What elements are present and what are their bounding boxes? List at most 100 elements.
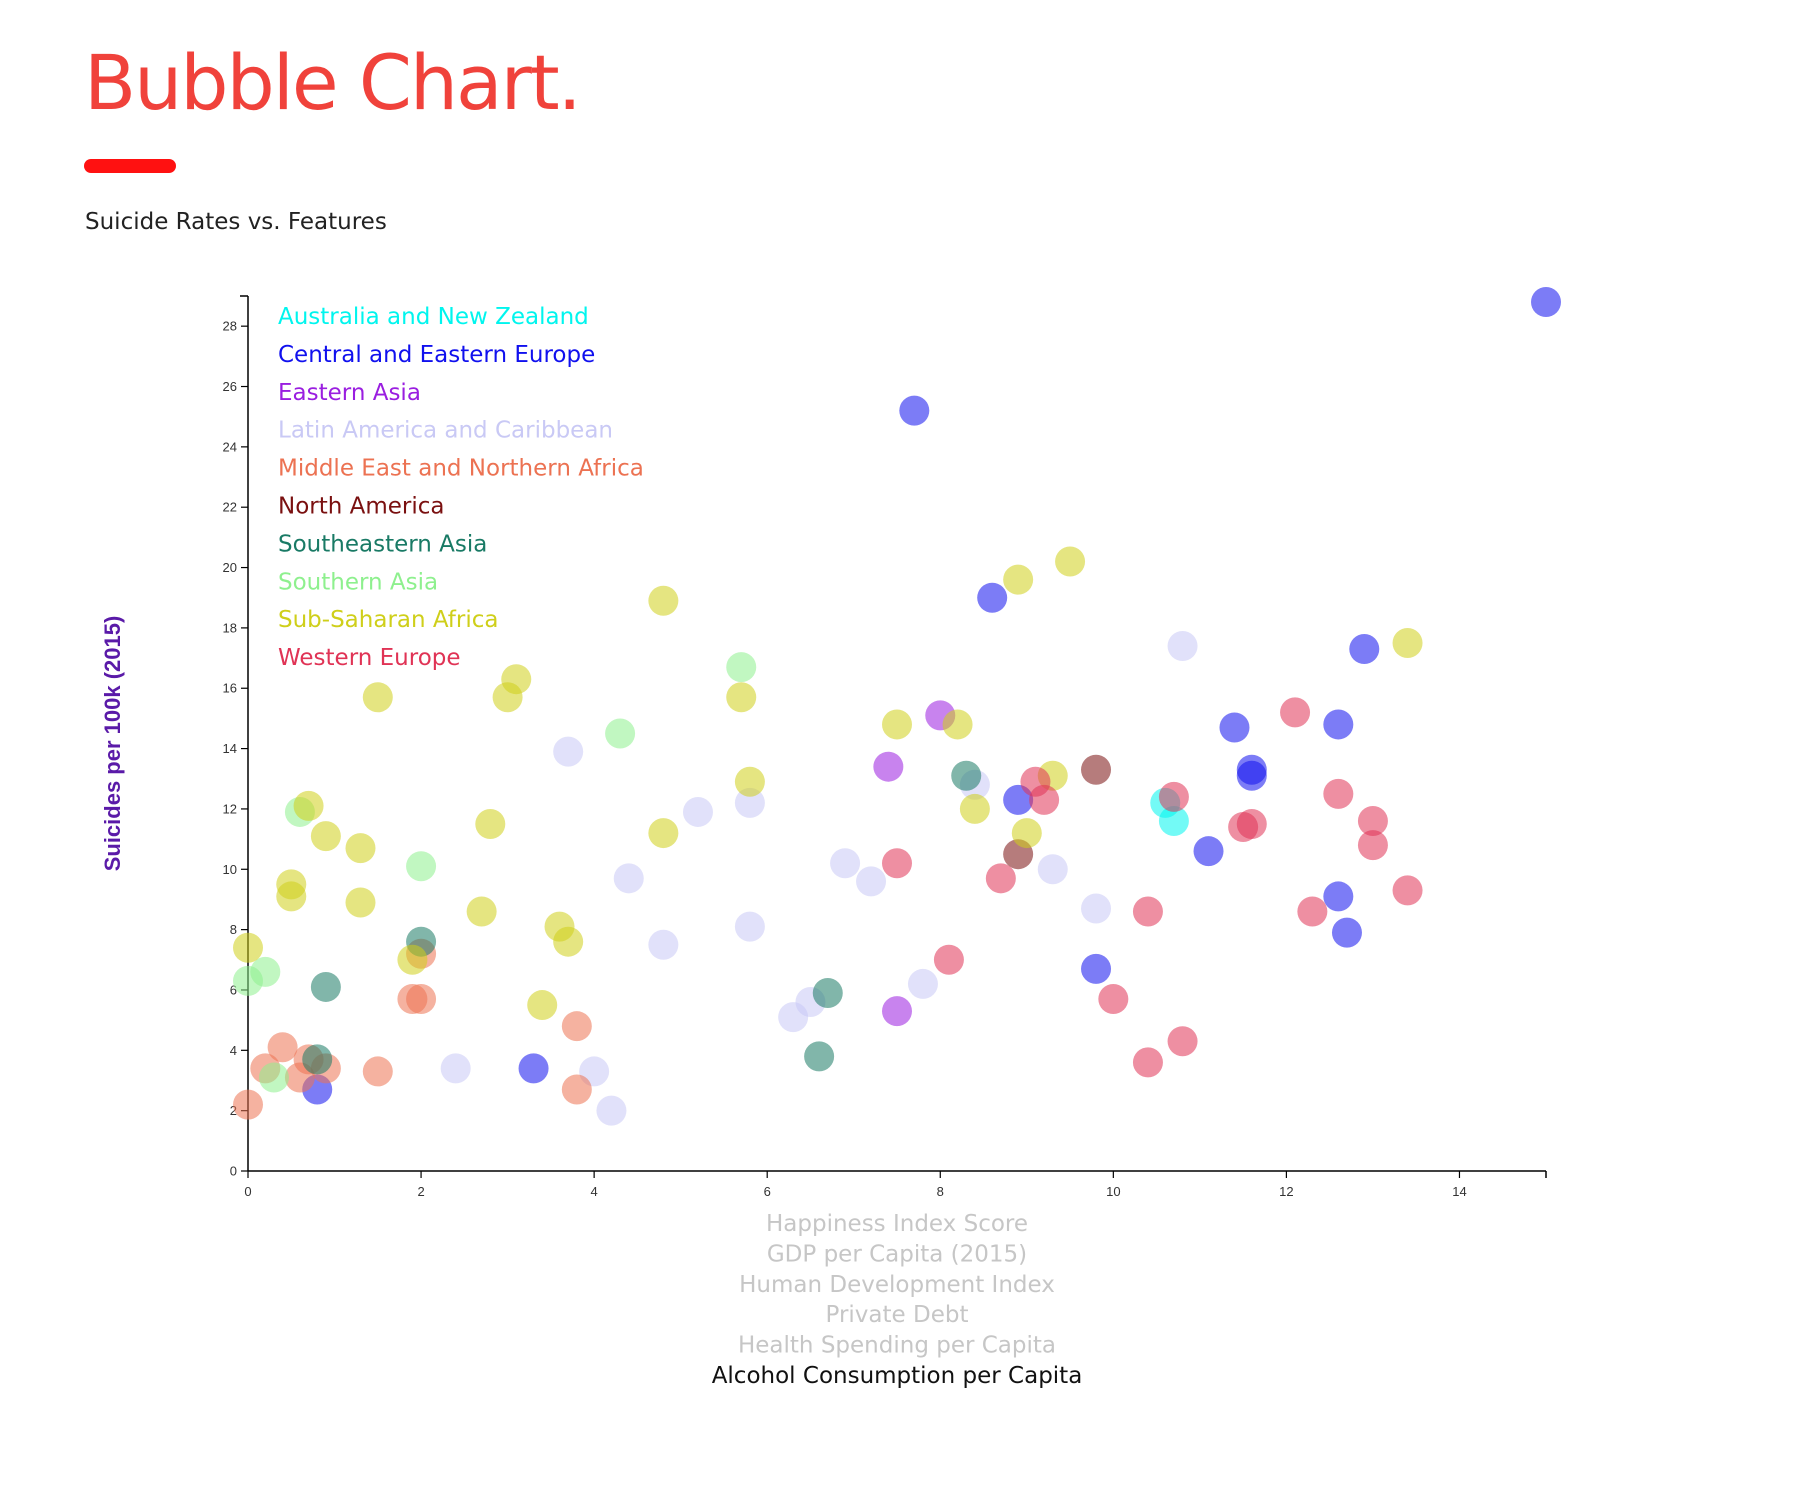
bubble[interactable]: [812, 977, 843, 1008]
bubble[interactable]: [1037, 854, 1068, 885]
bubble[interactable]: [682, 796, 713, 827]
y-tick-label: 14: [223, 741, 237, 756]
bubble[interactable]: [302, 1044, 333, 1075]
bubble[interactable]: [406, 851, 437, 882]
bubble[interactable]: [778, 1002, 809, 1033]
bubble[interactable]: [933, 944, 964, 975]
bubbles: [233, 287, 1561, 1126]
bubble[interactable]: [1167, 631, 1198, 661]
bubble[interactable]: [899, 395, 930, 426]
bubble[interactable]: [1081, 953, 1112, 984]
bubble[interactable]: [293, 790, 324, 821]
bubble[interactable]: [475, 809, 506, 840]
bubble[interactable]: [1392, 627, 1423, 658]
y-axis-label: Suicides per 100k (2015): [100, 616, 125, 872]
bubble[interactable]: [362, 1056, 393, 1087]
bubble[interactable]: [258, 1062, 289, 1093]
bubble[interactable]: [561, 1011, 592, 1042]
bubble[interactable]: [882, 709, 912, 740]
bubble[interactable]: [561, 1074, 592, 1105]
bubble[interactable]: [1011, 818, 1042, 849]
bubble[interactable]: [951, 760, 982, 791]
bubble[interactable]: [1193, 836, 1224, 867]
bubble[interactable]: [648, 929, 679, 960]
bubble[interactable]: [267, 1032, 298, 1063]
bubble[interactable]: [1055, 546, 1086, 577]
bubble[interactable]: [1323, 778, 1354, 809]
bubble[interactable]: [276, 881, 307, 912]
bubble[interactable]: [1236, 809, 1267, 840]
bubble[interactable]: [518, 1053, 549, 1084]
bubble[interactable]: [1323, 709, 1354, 740]
bubble[interactable]: [1219, 712, 1250, 743]
bubble[interactable]: [492, 682, 523, 713]
bubble[interactable]: [596, 1095, 627, 1126]
x-feature-option[interactable]: Private Debt: [826, 1302, 969, 1328]
bubble[interactable]: [1029, 784, 1060, 815]
bubble[interactable]: [345, 833, 376, 864]
legend-item: Australia and New Zealand: [278, 304, 589, 330]
bubble[interactable]: [882, 848, 912, 879]
bubble[interactable]: [1003, 564, 1034, 595]
bubble[interactable]: [553, 736, 584, 767]
bubble[interactable]: [362, 682, 393, 713]
bubble[interactable]: [977, 582, 1008, 613]
bubble[interactable]: [1531, 287, 1561, 318]
bubble[interactable]: [310, 971, 341, 1002]
bubble[interactable]: [856, 866, 887, 897]
bubble[interactable]: [734, 766, 765, 797]
bubble[interactable]: [726, 682, 757, 713]
x-feature-option[interactable]: Health Spending per Capita: [738, 1333, 1056, 1359]
bubble[interactable]: [1081, 893, 1112, 924]
x-feature-option[interactable]: Alcohol Consumption per Capita: [712, 1363, 1083, 1389]
bubble[interactable]: [1331, 917, 1362, 948]
bubble[interactable]: [1357, 806, 1388, 836]
bubble[interactable]: [466, 896, 497, 927]
bubble[interactable]: [1323, 881, 1354, 912]
bubble[interactable]: [804, 1041, 835, 1072]
bubble[interactable]: [1280, 697, 1311, 728]
x-feature-option[interactable]: Human Development Index: [739, 1272, 1055, 1298]
x-feature-option[interactable]: Happiness Index Score: [766, 1211, 1028, 1237]
bubble[interactable]: [1349, 634, 1380, 665]
bubble[interactable]: [613, 863, 644, 894]
legend: Australia and New Zealand Central and Eas…: [278, 304, 644, 671]
bubble[interactable]: [1167, 1026, 1198, 1057]
bubble[interactable]: [959, 793, 990, 824]
bubble[interactable]: [648, 818, 679, 849]
bubble[interactable]: [1098, 984, 1129, 1015]
bubble[interactable]: [942, 709, 973, 740]
bubble[interactable]: [726, 652, 757, 683]
bubble[interactable]: [345, 887, 376, 918]
bubble[interactable]: [233, 932, 263, 963]
bubble[interactable]: [1392, 875, 1423, 906]
bubble[interactable]: [233, 965, 263, 996]
bubble[interactable]: [873, 751, 904, 782]
bubble[interactable]: [605, 718, 636, 749]
bubble[interactable]: [830, 848, 861, 879]
bubble[interactable]: [1132, 1047, 1163, 1078]
bubble[interactable]: [397, 944, 428, 975]
bubble[interactable]: [1158, 806, 1189, 836]
bubble[interactable]: [553, 926, 584, 957]
bubble[interactable]: [882, 996, 912, 1027]
bubble[interactable]: [527, 990, 558, 1021]
bubble[interactable]: [734, 787, 765, 818]
bubble[interactable]: [440, 1053, 471, 1084]
bubble[interactable]: [734, 911, 765, 942]
bubble[interactable]: [1297, 896, 1328, 927]
bubble[interactable]: [1081, 754, 1112, 785]
bubble[interactable]: [310, 821, 341, 852]
x-feature-option[interactable]: GDP per Capita (2015): [767, 1241, 1027, 1267]
bubble[interactable]: [406, 984, 437, 1015]
bubble[interactable]: [985, 863, 1016, 894]
bubble[interactable]: [233, 1089, 263, 1120]
bubble[interactable]: [1158, 781, 1189, 812]
bubble[interactable]: [648, 585, 679, 616]
bubble[interactable]: [1236, 760, 1267, 791]
bubble[interactable]: [1357, 830, 1388, 861]
y-tick-label: 4: [230, 1043, 237, 1058]
bubble[interactable]: [907, 968, 938, 999]
bubble[interactable]: [1132, 896, 1163, 927]
y-tick-label: 2: [230, 1103, 237, 1118]
